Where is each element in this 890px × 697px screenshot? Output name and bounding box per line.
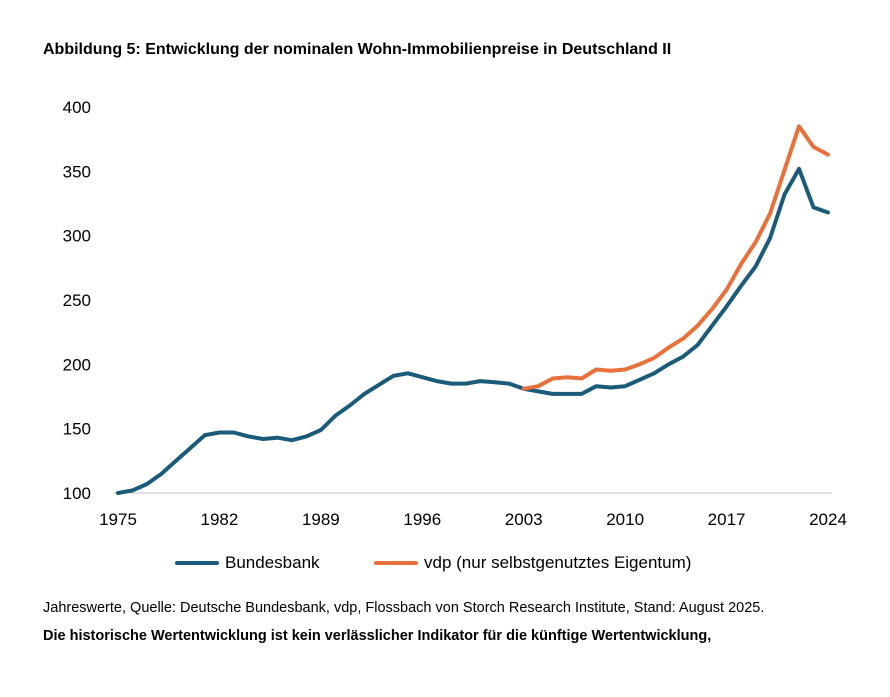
legend-swatch-vdp: [374, 561, 418, 565]
x-tick-label: 2003: [505, 510, 543, 529]
y-tick-label: 300: [63, 227, 91, 246]
legend-item-bundesbank: Bundesbank: [175, 553, 320, 573]
x-tick-label: 2017: [708, 510, 746, 529]
disclaimer-text: Die historische Wertentwicklung ist kein…: [43, 628, 712, 644]
y-tick-label: 150: [63, 420, 91, 439]
y-tick-label: 400: [63, 98, 91, 117]
chart-title: Abbildung 5: Entwicklung der nominalen W…: [43, 41, 672, 58]
x-tick-label: 1982: [201, 510, 239, 529]
legend-item-vdp: vdp (nur selbstgenutztes Eigentum): [374, 553, 691, 573]
legend-label-bundesbank: Bundesbank: [225, 553, 320, 572]
source-footnote: Jahreswerte, Quelle: Deutsche Bundesbank…: [43, 600, 765, 616]
series-line-bundesbank: [116, 166, 830, 495]
x-tick-label: 2024: [809, 510, 847, 529]
series-lines: [116, 124, 830, 495]
x-tick-label: 1989: [302, 510, 340, 529]
x-axis-tick-labels: 1975 1982 1989 1996 2003 2010 2017 2024: [99, 510, 847, 529]
y-tick-label: 200: [63, 355, 91, 374]
x-tick-label: 1996: [403, 510, 441, 529]
legend-label-vdp: vdp (nur selbstgenutztes Eigentum): [424, 553, 692, 572]
y-axis-tick-labels: 100 150 200 250 300 350 400: [63, 98, 91, 503]
x-tick-label: 1975: [99, 510, 137, 529]
y-tick-label: 250: [63, 291, 91, 310]
y-tick-label: 350: [63, 162, 91, 181]
line-chart: 100 150 200 250 300 350 400 1975 1982 1989 1996 20…: [63, 98, 847, 529]
legend: Bundesbank vdp (nur selbstgenutztes Eige…: [0, 553, 890, 577]
series-line-vdp: [521, 124, 830, 391]
y-tick-label: 100: [63, 484, 91, 503]
legend-swatch-bundesbank: [175, 561, 219, 565]
x-tick-label: 2010: [606, 510, 644, 529]
